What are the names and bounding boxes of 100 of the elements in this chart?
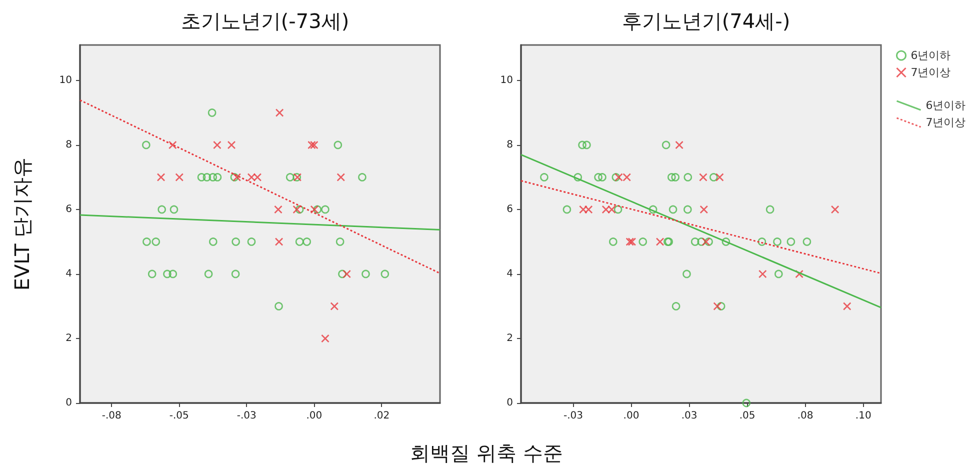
point: [602, 205, 610, 214]
point: [197, 173, 206, 182]
point: [231, 270, 240, 278]
point: [671, 173, 680, 182]
point: [786, 238, 796, 246]
point: [614, 173, 623, 182]
point: [758, 270, 767, 278]
y-axis-title: EVLT 단기자유: [10, 157, 34, 291]
point: [598, 173, 606, 182]
point: [342, 270, 351, 278]
point: [213, 140, 222, 150]
point: [758, 238, 766, 246]
chart-title: 후기노년기(74세-): [622, 9, 790, 33]
point: [842, 302, 852, 310]
point: [795, 270, 804, 278]
y-tick-label: 2: [66, 332, 72, 344]
point: [704, 238, 713, 246]
point: [321, 334, 330, 343]
point: [336, 238, 344, 246]
point: [163, 270, 172, 278]
point: [594, 173, 602, 182]
point: [668, 205, 678, 214]
point: [142, 238, 151, 246]
point: [579, 205, 588, 214]
point: [675, 140, 684, 150]
point: [700, 205, 708, 214]
point: [148, 270, 156, 278]
y-tick-label: 10: [500, 74, 513, 86]
point: [656, 238, 664, 246]
point: [578, 140, 586, 150]
x-tick-label: .10: [855, 410, 872, 422]
point: [275, 108, 284, 117]
point: [274, 302, 283, 310]
point: [584, 205, 593, 214]
point: [380, 270, 390, 278]
x-axis-title: 회백질 위축 수준: [409, 440, 564, 467]
point: [213, 173, 222, 182]
point: [716, 173, 724, 182]
point: [204, 270, 213, 278]
point: [540, 173, 548, 182]
point: [232, 173, 242, 182]
point: [574, 173, 582, 182]
legend-label: 6년이하: [926, 99, 966, 112]
point: [310, 140, 318, 150]
y-tick-label: 0: [66, 398, 72, 408]
point: [628, 238, 636, 246]
x-tick-label: .05: [739, 410, 756, 422]
point: [358, 173, 366, 182]
point: [168, 140, 177, 150]
point: [208, 173, 218, 182]
point: [638, 238, 648, 246]
point: [152, 238, 160, 246]
y-tick-label: 2: [506, 332, 513, 344]
point: [142, 140, 150, 150]
point: [247, 173, 256, 182]
point: [622, 173, 631, 182]
point: [684, 205, 692, 214]
point: [562, 205, 572, 214]
legend-label: 7년이상: [926, 116, 966, 129]
point: [295, 205, 304, 214]
legend-label: 7년이상: [910, 66, 951, 79]
point: [209, 238, 218, 246]
point: [232, 238, 240, 246]
y-tick-label: 4: [66, 268, 72, 280]
x-tick-label: .02: [374, 410, 390, 422]
point: [608, 205, 616, 214]
point: [648, 205, 658, 214]
point: [168, 270, 178, 278]
x-tick-label: -.03: [236, 410, 256, 422]
point: [321, 205, 330, 214]
point: [802, 238, 812, 246]
point: [286, 173, 294, 182]
point: [156, 173, 166, 182]
point: [202, 173, 212, 182]
x-tick-label: .00: [306, 410, 322, 422]
point: [716, 302, 726, 310]
point: [626, 238, 634, 246]
point: [338, 270, 346, 278]
point: [253, 173, 262, 182]
point: [330, 302, 339, 310]
y-tick-label: 8: [66, 139, 72, 150]
point: [247, 238, 256, 246]
point: [710, 173, 718, 182]
point: [612, 173, 620, 182]
point: [362, 270, 370, 278]
point: [308, 140, 316, 150]
x-tick-label: -.08: [102, 410, 122, 422]
point: [274, 205, 282, 214]
point: [302, 238, 312, 246]
point: [702, 238, 710, 246]
point: [158, 205, 166, 214]
point: [614, 205, 622, 214]
y-tick-label: 0: [506, 398, 513, 408]
y-tick-label: 6: [506, 204, 513, 215]
point: [310, 205, 319, 214]
point: [713, 302, 722, 310]
point: [766, 205, 774, 214]
point: [667, 173, 676, 182]
x-tick-label: .03: [681, 410, 698, 422]
point: [292, 205, 302, 214]
